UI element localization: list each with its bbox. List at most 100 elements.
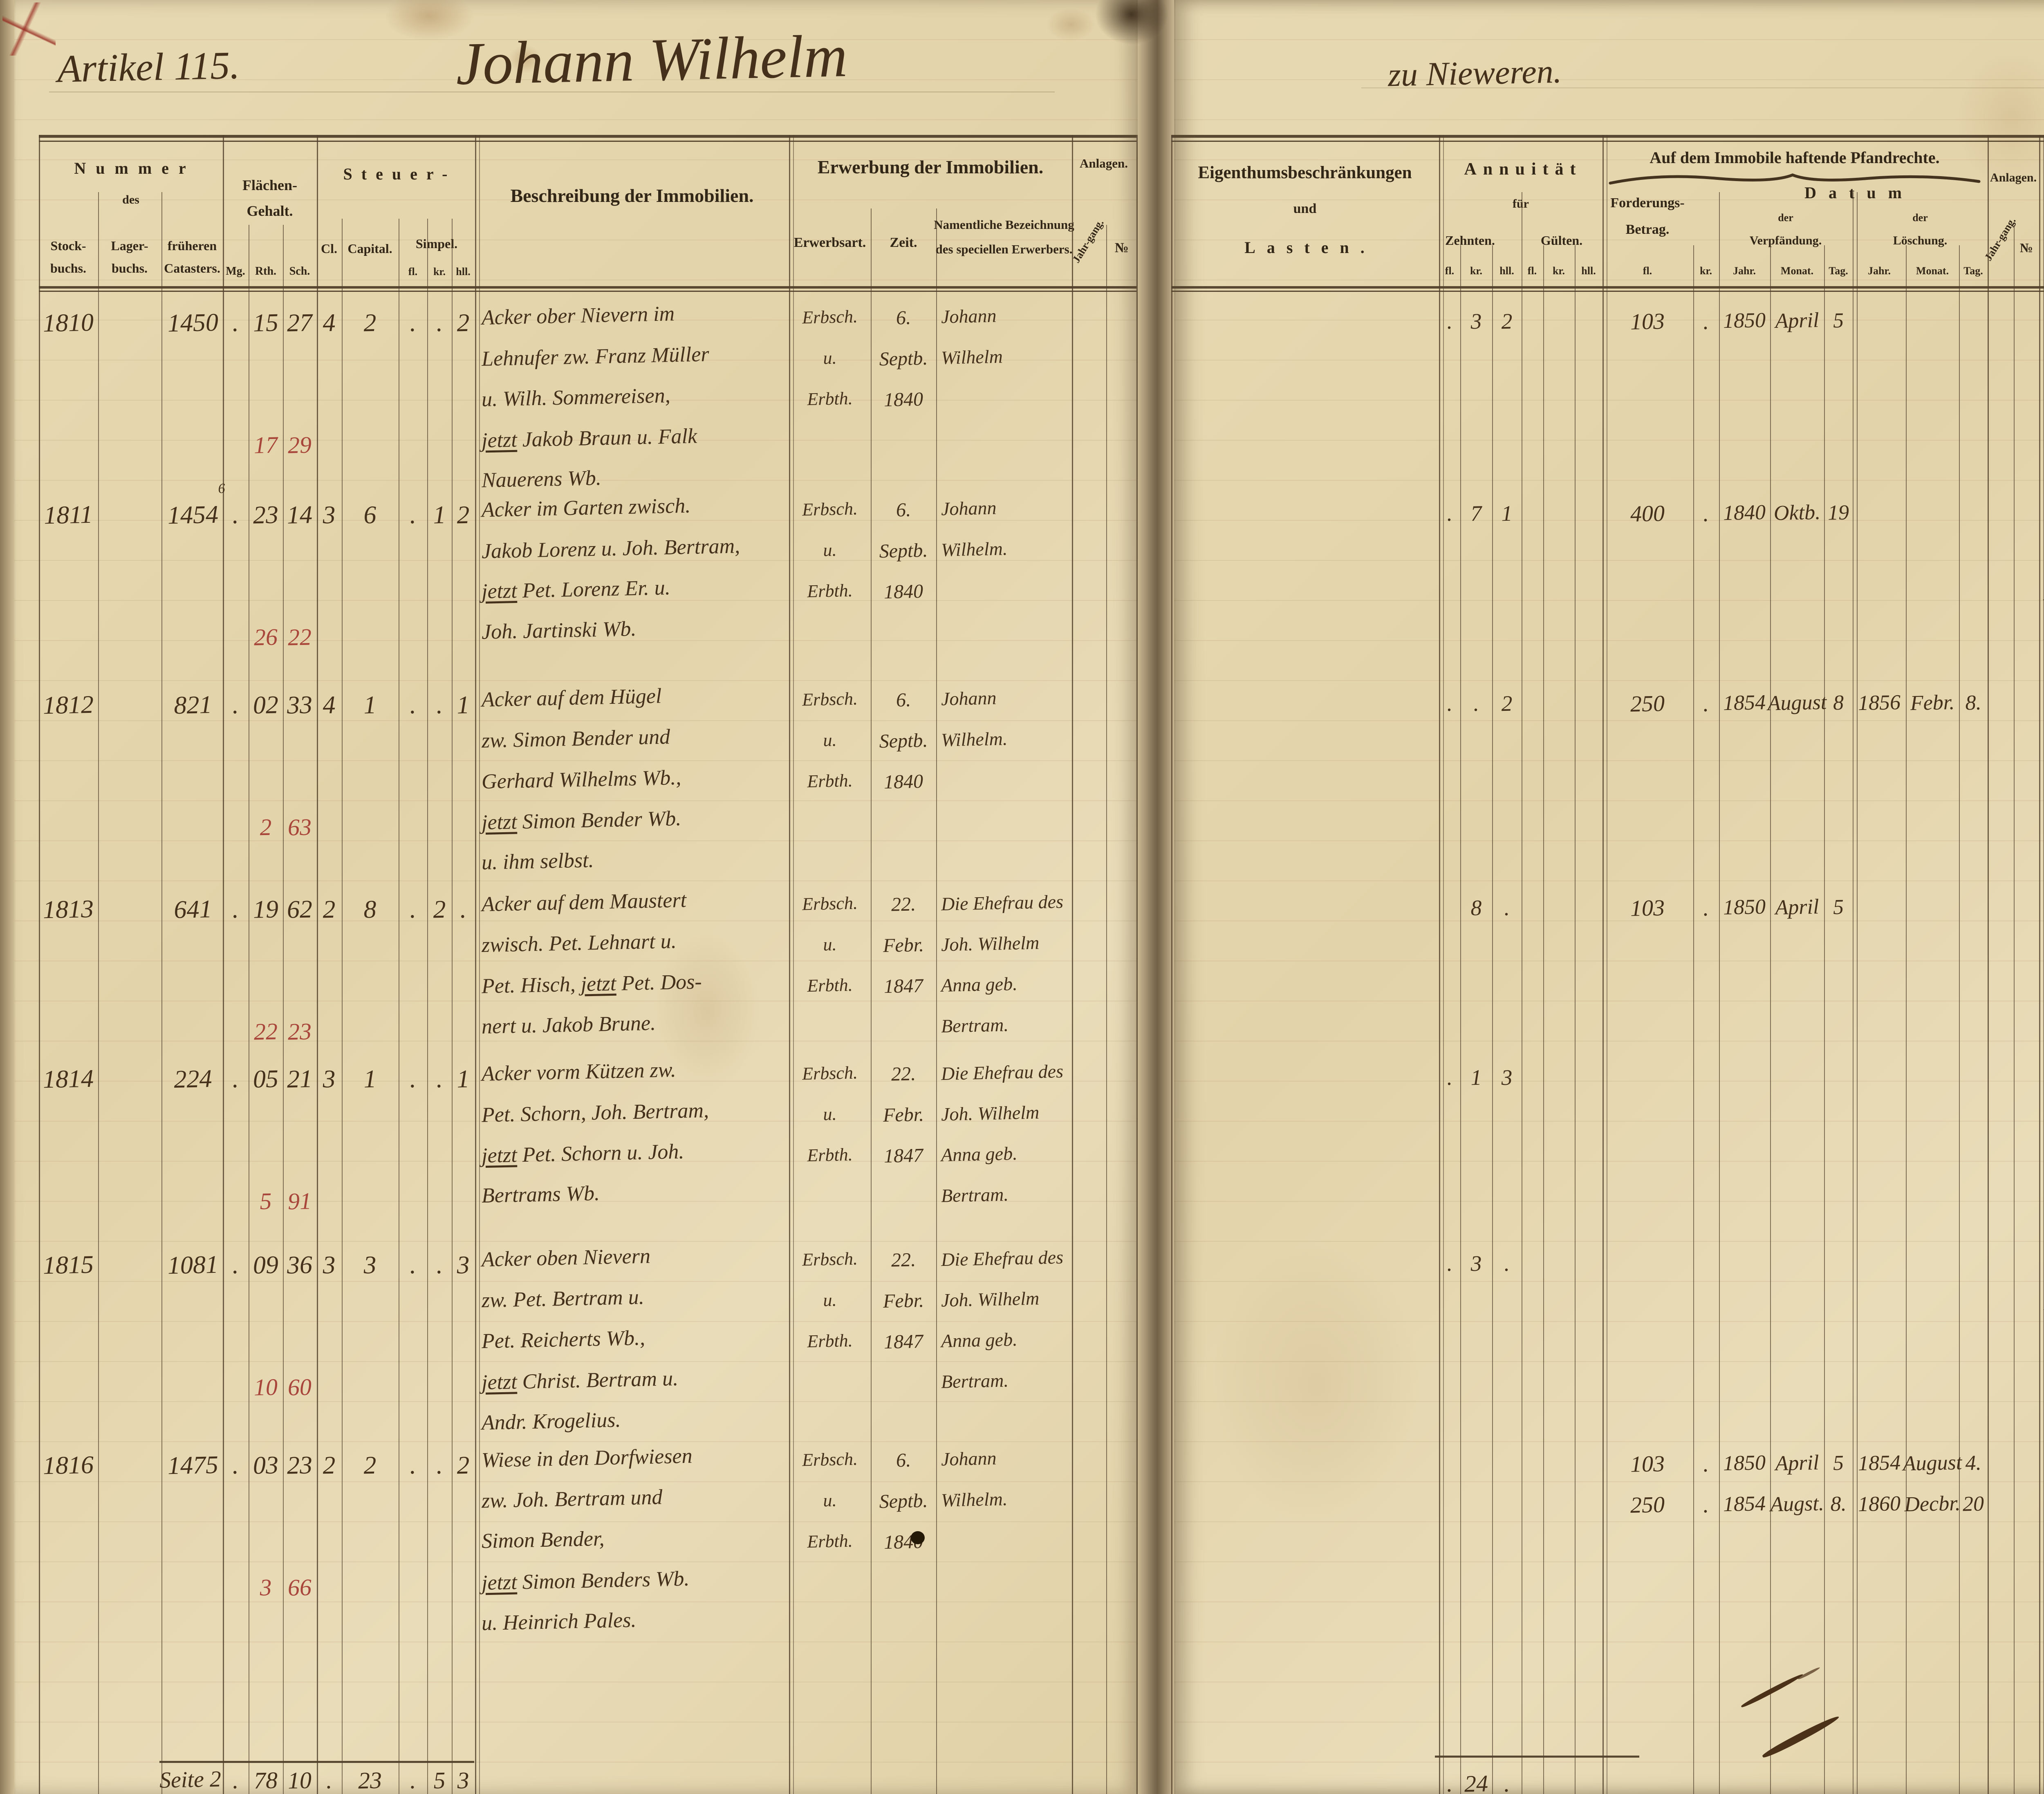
col-header-simpel: Simpel. [415, 236, 458, 251]
cell-cataster: 1450 [167, 308, 219, 338]
cell-steuer-cl: 2 [322, 1451, 336, 1480]
cell-rth: 15 [253, 309, 279, 337]
grid-vline-sub [1106, 225, 1107, 1794]
cell-simpel-kr: . [436, 309, 443, 337]
cell-zeit: 6. [896, 1449, 911, 1471]
cell-description-line: Gerhard Wilhelms Wb., [481, 766, 681, 794]
cell-verpfaendung-tag: 8 [1833, 691, 1844, 715]
cell-erwerber-line: Bertram. [941, 1014, 1009, 1037]
cell-steuer-capital: 6 [363, 501, 377, 529]
underlined-word: jetzt [481, 1143, 518, 1168]
cell-erwerbsart: Erbth. [807, 1530, 853, 1552]
cell-description-line: Acker ober Nievern im [481, 302, 675, 329]
guide-line [1361, 87, 2044, 88]
cell-zehnten-kr: 3 [1470, 309, 1482, 334]
cell-sch-red: 22 [287, 623, 312, 651]
col-header-datum: Datum [1804, 184, 1914, 202]
cell-forderung-fl: 103 [1630, 309, 1665, 335]
underlined-word: jetzt [481, 579, 518, 603]
cell-verpfaendung-jahr: 1840 [1723, 500, 1766, 525]
cell-erwerber-line: Anna geb. [941, 1143, 1018, 1165]
underlined-word: jetzt [580, 972, 616, 996]
grid-vline-sub [2014, 225, 2015, 1794]
col-header-beschreibung: Beschreibung der Immobilien. [510, 185, 754, 206]
col-header-v-monat: Monat. [1780, 265, 1814, 277]
cell-rth: 23 [253, 501, 279, 529]
col-header-g-hll: hll. [1581, 265, 1596, 277]
col-header-zeit: Zeit. [890, 235, 917, 250]
grid-hline [1171, 141, 2044, 142]
page-edge-left [0, 0, 16, 1794]
total-capital: 23 [358, 1767, 382, 1794]
cell-erwerbsart: Erbth. [807, 1144, 853, 1166]
cell-verpfaendung-tag: 8. [1830, 1492, 1847, 1516]
col-header-stockbuchs: Stock- [50, 238, 86, 253]
col-header-guelten: Gülten. [1540, 233, 1583, 248]
cell-loeschung-tag: 8. [1965, 691, 1982, 715]
cell-zeit: 1840 [883, 580, 923, 603]
cell-zeit: Septb. [879, 1489, 928, 1513]
cell-sch: 14 [287, 501, 313, 529]
cell-simpel-fl: . [409, 1065, 417, 1093]
cell-description-line: Pet. Schorn, Joh. Bertram, [481, 1099, 709, 1127]
grid-vline [39, 135, 40, 1794]
cell-cataster: 1454 [167, 500, 219, 530]
grid-hline [39, 291, 1136, 292]
page-title-owner: Johann Wilhelm [455, 22, 848, 98]
cell-zehnten-fl: . [1446, 691, 1453, 716]
cell-erwerber-line: Johann [941, 1447, 997, 1470]
col-header-g-kr: kr. [1552, 265, 1565, 277]
cell-forderung-kr: . [1703, 691, 1709, 717]
cell-forderung-kr: . [1703, 1492, 1709, 1518]
col-header-verpfaendung: Verpfändung. [1749, 234, 1822, 247]
cell-erwerbsart: u. [823, 347, 837, 368]
grid-hline [1171, 135, 2044, 138]
underlined-word: jetzt [481, 810, 518, 835]
cell-stockbuch: 1814 [43, 1064, 94, 1094]
cell-cataster: 1475 [167, 1451, 219, 1480]
grid-vline-double [479, 135, 480, 1794]
cell-verpfaendung-monat: April [1775, 895, 1820, 920]
cell-description-line: Andr. Krogelius. [481, 1408, 621, 1435]
cell-simpel-hll: 2 [456, 501, 470, 529]
cell-erwerber-line: Joh. Wilhelm [941, 1288, 1040, 1311]
grid-vline [2039, 135, 2040, 1794]
cell-simpel-hll: 1 [456, 691, 470, 719]
cell-description-line: Simon Bender, [481, 1527, 605, 1553]
cell-description-line: jetzt Simon Bender Wb. [481, 806, 681, 835]
cell-zehnten-fl: . [1446, 501, 1453, 526]
cell-stockbuch: 1816 [43, 1451, 94, 1480]
col-header-v-jahr: Jahr. [1732, 265, 1756, 277]
col-header-erwerbung: Erwerbung der Immobilien. [817, 157, 1044, 177]
cell-mg: . [232, 501, 239, 529]
grid-vline-sub [342, 219, 343, 1794]
cell-erwerbsart: Erbsch. [802, 306, 858, 328]
cell-loeschung-monat: Decbr. [1904, 1492, 1961, 1516]
cell-erwerber-line: Die Ehefrau des [941, 891, 1064, 915]
cell-verpfaendung-tag: 5 [1833, 895, 1844, 919]
col-header-z-fl: fl. [1445, 265, 1455, 277]
grid-vline [1171, 135, 1172, 1794]
cell-steuer-cl: 2 [322, 895, 336, 924]
cell-description-line: jetzt Pet. Lorenz Er. u. [481, 576, 671, 603]
col-header-pfandrechte: Auf dem Immobile haftende Pfandrechte. [1650, 148, 1940, 167]
grid-hline [39, 135, 1136, 138]
col-header-g-fl: fl. [1527, 265, 1537, 277]
cell-forderung-kr: . [1703, 309, 1709, 335]
cell-steuer-capital: 3 [363, 1251, 377, 1279]
cell-verpfaendung-jahr: 1854 [1723, 1492, 1766, 1516]
col-header-simpel-kr: kr. [433, 266, 446, 278]
cell-cataster-sup: 6 [218, 481, 225, 497]
header-brace-flourish [1609, 173, 1981, 185]
cell-simpel-kr: 1 [433, 501, 446, 529]
cell-erwerber-line: Bertram. [941, 1370, 1009, 1392]
cell-rth: 05 [253, 1065, 279, 1093]
cell-simpel-hll: 3 [456, 1251, 470, 1279]
cell-description-line: Wiese in den Dorfwiesen [481, 1444, 693, 1472]
cell-loeschung-monat: August [1903, 1451, 1962, 1476]
cell-sch-red: 29 [287, 431, 312, 459]
col-header-loeschung: Löschung. [1893, 234, 1948, 247]
cell-description-line: zw. Joh. Bertram und [481, 1485, 663, 1513]
cell-zeit: 1840 [883, 770, 923, 793]
